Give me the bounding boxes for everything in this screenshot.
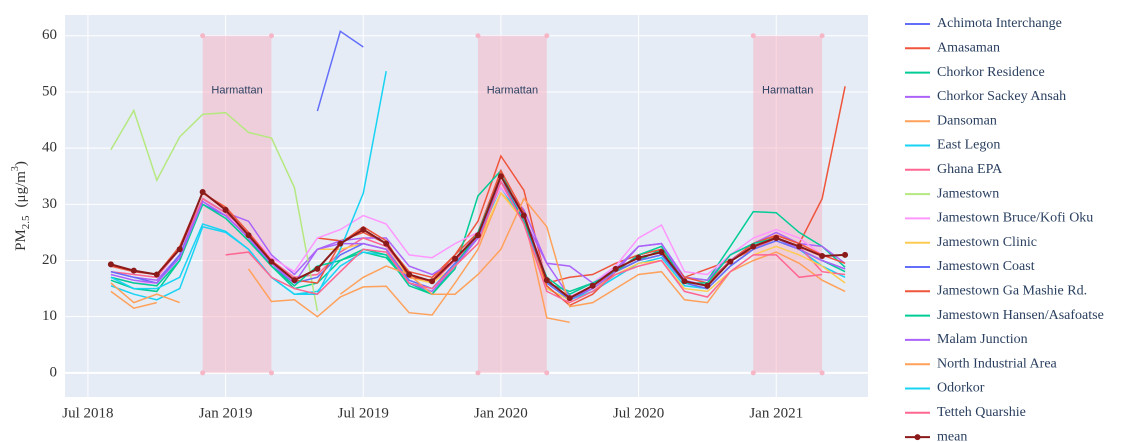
y-title-sub: 2.5: [20, 215, 32, 229]
legend-label: Jamestown Hansen/Asafoatse: [937, 308, 1104, 323]
band-corner: [200, 370, 206, 376]
band-label: Harmattan: [762, 85, 813, 97]
band-corner: [200, 33, 206, 39]
mean-marker: [245, 232, 252, 239]
y-title-part: PM: [13, 229, 29, 251]
legend-label: Jamestown Coast: [937, 259, 1035, 274]
band-corner: [475, 370, 481, 376]
mean-marker: [107, 261, 114, 268]
y-tick-label: 50: [42, 83, 57, 99]
mean-marker: [360, 226, 367, 233]
band-corner: [750, 370, 756, 376]
y-axis-title: PM2.5 (μg/m3): [10, 161, 31, 251]
x-tick-label: Jan 2019: [199, 405, 253, 421]
mean-marker: [612, 265, 619, 272]
mean-marker: [130, 267, 137, 274]
mean-marker: [474, 232, 481, 239]
mean-marker: [635, 254, 642, 261]
mean-marker: [291, 277, 298, 284]
mean-marker: [383, 240, 390, 247]
series-line: [110, 197, 846, 308]
harmattan-band: [202, 35, 272, 373]
legend-label: Odorkor: [937, 381, 985, 396]
mean-marker: [222, 206, 229, 213]
legend-label: Jamestown Clinic: [937, 235, 1037, 250]
series-line: [316, 30, 364, 112]
y-tick-label: 20: [42, 252, 57, 268]
band-corner: [268, 370, 274, 376]
band-corner: [475, 33, 481, 39]
harmattan-band: [753, 35, 823, 373]
legend-label: Tetteh Quarshie: [937, 405, 1026, 420]
mean-marker: [176, 246, 183, 253]
mean-marker: [314, 265, 321, 272]
legend-label: Achimota Interchange: [937, 16, 1062, 31]
legend-label: Malam Junction: [937, 332, 1028, 347]
series-line: [110, 108, 319, 312]
y-tick-label: 0: [50, 364, 58, 380]
legend-label: Jamestown: [937, 186, 999, 201]
mean-marker: [704, 282, 711, 289]
legend-marker: [914, 434, 921, 441]
band-corner: [750, 33, 756, 39]
x-tick-label: Jul 2018: [62, 405, 113, 421]
y-title-part: (μg/m: [13, 171, 29, 208]
legend-label: mean: [937, 429, 967, 442]
band-corner: [544, 370, 550, 376]
legend-label: East Legon: [937, 138, 1000, 153]
legend-label: Ghana EPA: [937, 162, 1003, 177]
mean-marker: [199, 188, 206, 195]
mean-marker: [658, 249, 665, 256]
mean-marker: [842, 251, 849, 258]
mean-marker: [750, 243, 757, 250]
series-line: [110, 71, 387, 295]
mean-marker: [819, 252, 826, 259]
mean-marker: [429, 278, 436, 285]
mean-marker: [543, 277, 550, 284]
plot-area: [65, 15, 868, 397]
y-tick-label: 40: [42, 140, 57, 156]
y-tick-label: 10: [42, 308, 57, 324]
band-corner: [544, 33, 550, 39]
legend-label: Chorkor Residence: [937, 65, 1045, 80]
legend-label: Amasaman: [937, 41, 1000, 56]
mean-marker: [681, 278, 688, 285]
mean-marker: [497, 173, 504, 180]
mean-marker: [566, 295, 573, 302]
x-tick-label: Jul 2020: [613, 405, 664, 421]
mean-marker: [796, 243, 803, 250]
band-corner: [819, 370, 825, 376]
legend-label: Chorkor Sackey Ansah: [937, 89, 1066, 104]
mean-marker: [727, 258, 734, 265]
legend-label: Dansoman: [937, 113, 997, 128]
legend-label: Jamestown Bruce/Kofi Oku: [937, 211, 1093, 226]
x-tick-label: Jan 2021: [749, 405, 803, 421]
mean-marker: [337, 240, 344, 247]
y-title-part: ): [13, 161, 29, 166]
mean-marker: [773, 235, 780, 242]
mean-marker: [589, 282, 596, 289]
legend-label: Jamestown Ga Mashie Rd.: [937, 284, 1087, 299]
band-corner: [268, 33, 274, 39]
mean-marker: [406, 271, 413, 278]
x-tick-label: Jul 2019: [338, 405, 389, 421]
band-label: Harmattan: [487, 85, 538, 97]
mean-marker: [452, 255, 459, 262]
band-label: Harmattan: [211, 85, 262, 97]
mean-marker: [268, 258, 275, 265]
x-tick-label: Jan 2020: [474, 405, 528, 421]
mean-marker: [153, 271, 160, 278]
mean-marker: [520, 212, 527, 219]
y-tick-label: 60: [42, 27, 57, 43]
y-tick-label: 30: [42, 196, 57, 212]
legend-label: North Industrial Area: [937, 356, 1058, 371]
y-title-sup: 3: [10, 166, 21, 171]
series-line: [225, 179, 823, 304]
band-corner: [819, 33, 825, 39]
